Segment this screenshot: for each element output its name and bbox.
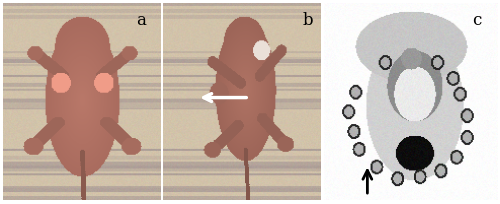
Text: a: a [136,12,146,29]
Text: c: c [472,12,482,29]
Text: b: b [302,12,312,29]
